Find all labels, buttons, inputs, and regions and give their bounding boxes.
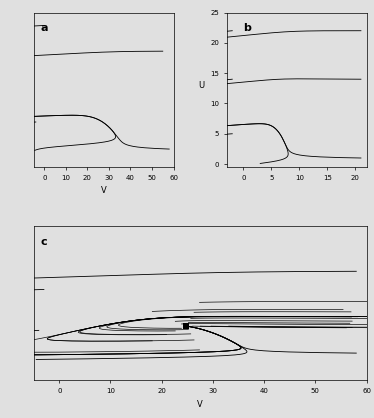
X-axis label: V: V bbox=[197, 400, 203, 408]
Y-axis label: U: U bbox=[199, 81, 205, 90]
Text: c: c bbox=[40, 237, 47, 247]
Text: b: b bbox=[243, 23, 251, 33]
X-axis label: V: V bbox=[101, 186, 107, 195]
Text: a: a bbox=[41, 23, 48, 33]
